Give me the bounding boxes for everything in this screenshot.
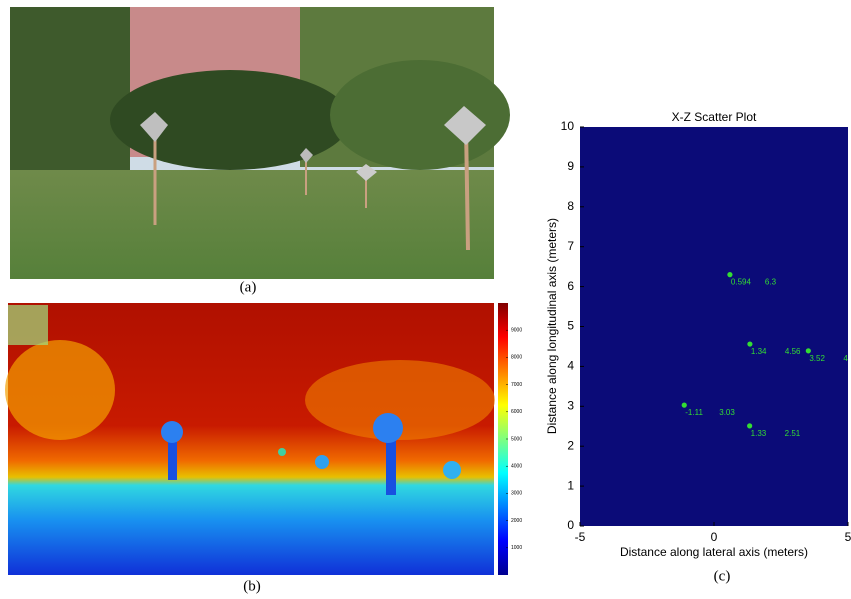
point [727,272,733,278]
colorbar-tick-label: 3000 [511,491,522,497]
y-tick-label: 10 [561,119,575,133]
y-tick-label: 1 [567,478,574,492]
photo [10,7,510,279]
point-z-label: 4.39 [843,354,851,363]
colorbar-tick-label: 9000 [511,328,522,334]
y-tick-label: 2 [567,438,574,452]
y-tick-label: 3 [567,398,574,412]
point-z-label: 3.03 [719,408,735,417]
y-tick-label: 5 [567,319,574,333]
y-tick-label: 9 [567,159,574,173]
colorbar-tick-label: 1000 [511,545,522,551]
colorbar [498,303,508,575]
colorbar-tick-label: 4000 [511,464,522,470]
point-x-label: 1.34 [751,347,767,356]
point-x-label: 0.594 [731,278,752,287]
y-tick-label: 7 [567,239,574,253]
depth-map [5,303,495,575]
colorbar-tick-label: 7000 [511,382,522,388]
plot-area [580,127,848,526]
colorbar-tick-label: 5000 [511,436,522,442]
point-x-label: -1.11 [685,408,703,417]
point-x-label: 3.52 [809,354,825,363]
point-z-label: 2.51 [785,429,801,438]
point [747,341,753,347]
plot-layer: 0.594 6.3 1.34 4.56 3.52 4.39 -1.11 3.03 1.33 2.5… [681,272,851,438]
y-tick-label: 4 [567,359,574,373]
point-x-label: 1.33 [751,429,767,438]
colorbar-tick-label: 2000 [511,518,522,524]
point [747,423,753,429]
y-tick-label: 6 [567,279,574,293]
y-tick-label: 0 [567,518,574,532]
chart-title: X-Z Scatter Plot [672,110,757,124]
caption: (c) [714,568,731,584]
x-tick-label: -5 [575,530,586,544]
point-z-label: 6.3 [765,278,777,287]
point [805,348,811,354]
point [681,402,687,408]
x-axis-label: Distance along lateral axis (meters) [620,545,808,559]
y-axis-label: Distance along longitudinal axis (meters… [545,218,559,434]
caption: (b) [243,578,261,594]
caption: (a) [240,279,257,295]
x-tick-label: 5 [845,530,851,544]
point-z-label: 4.56 [785,347,801,356]
y-tick-label: 8 [567,199,574,213]
colorbar-tick-label: 8000 [511,355,522,361]
colorbar-tick-label: 6000 [511,409,522,415]
x-tick-label: 0 [711,530,718,544]
